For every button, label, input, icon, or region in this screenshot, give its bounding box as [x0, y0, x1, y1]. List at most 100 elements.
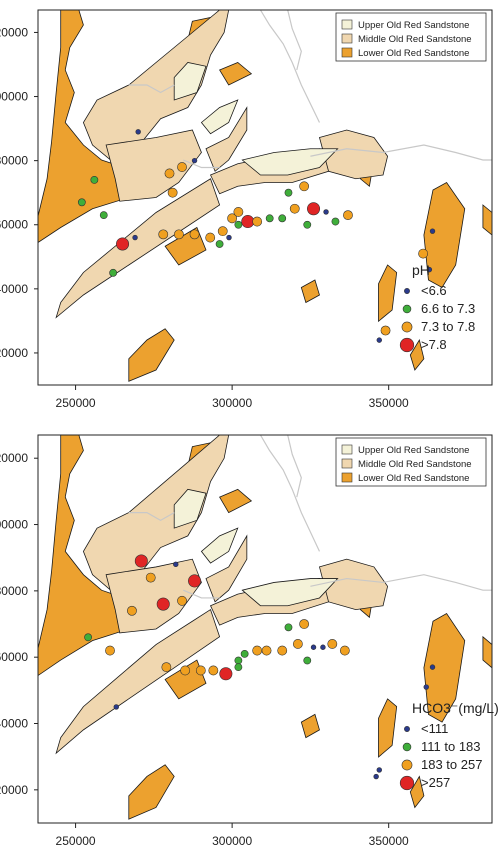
y-tick-label: 920000 [0, 451, 28, 465]
x-tick-label: 350000 [369, 834, 409, 848]
map-geology-layer [38, 10, 492, 382]
hco3-map: 920000 900000 880000 860000 840000 820000 2500… [0, 434, 499, 848]
sample-point [132, 234, 138, 241]
sample-point [261, 645, 272, 656]
lower-old-red-sandstone-polygon [423, 181, 466, 289]
lower-old-red-sandstone-polygon [409, 338, 425, 371]
point-legend-marker [404, 726, 410, 732]
geology-legend-label: Lower Old Red Sandstone [358, 473, 469, 484]
sample-point [331, 217, 340, 226]
y-tick-label: 840000 [0, 282, 28, 296]
coastline [183, 589, 220, 599]
sample-point [167, 187, 178, 198]
geology-legend-swatch [341, 47, 353, 58]
sample-point [252, 216, 263, 227]
sample-point [99, 211, 108, 220]
lower-old-red-sandstone-polygon [128, 764, 175, 820]
geology-legend-label: Lower Old Red Sandstone [358, 48, 469, 59]
y-tick-label: 900000 [0, 518, 28, 532]
sample-point [77, 198, 86, 207]
geology-legend-swatch [341, 458, 353, 469]
point-legend-marker [399, 775, 415, 791]
y-tick-label: 820000 [0, 346, 28, 360]
sample-point [278, 214, 287, 223]
sample-point [303, 220, 312, 229]
point-legend-label: 7.3 to 7.8 [421, 319, 475, 334]
point-legend-marker [401, 321, 413, 333]
sample-point [310, 644, 317, 650]
x-tick-label: 300000 [212, 834, 252, 848]
sample-point [376, 337, 382, 343]
sample-point [376, 767, 382, 773]
point-legend-marker [404, 288, 410, 294]
sample-point [208, 665, 219, 676]
lower-old-red-sandstone-polygon [300, 713, 320, 739]
point-legend-label: >257 [421, 775, 450, 790]
sample-point [134, 554, 148, 568]
y-tick-label: 900000 [0, 90, 28, 104]
sample-point [127, 605, 137, 616]
sample-point [177, 162, 187, 172]
sample-point [423, 684, 429, 690]
y-tick-label: 860000 [0, 650, 28, 664]
sample-point [90, 175, 99, 184]
lower-old-red-sandstone-polygon [378, 264, 398, 323]
sample-point [219, 667, 233, 681]
map-geology-layer [38, 435, 492, 820]
sample-point [234, 656, 243, 665]
sample-point [299, 181, 310, 192]
coastline [310, 574, 492, 591]
sample-point [234, 663, 243, 672]
lower-old-red-sandstone-polygon [219, 488, 253, 514]
lower-old-red-sandstone-polygon [423, 612, 466, 723]
geology-legend-swatch [341, 444, 353, 455]
sample-point [284, 623, 293, 632]
y-tick-label: 840000 [0, 717, 28, 731]
point-legend-label: >7.8 [421, 337, 447, 352]
y-tick-label: 880000 [0, 154, 28, 168]
point-legend-marker [401, 759, 413, 771]
sample-point [289, 203, 300, 214]
sample-point [161, 662, 172, 673]
upper-old-red-sandstone-polygon [200, 99, 239, 135]
lower-old-red-sandstone-polygon [219, 62, 253, 86]
point-legend-label: <6.6 [421, 283, 447, 298]
sample-point [307, 202, 321, 216]
middle-old-red-sandstone-polygon [318, 558, 389, 611]
sample-point [320, 644, 326, 650]
middle-old-red-sandstone-polygon [318, 129, 389, 180]
sample-point [191, 157, 198, 164]
y-tick-label: 860000 [0, 218, 28, 232]
point-legend-label: 183 to 257 [421, 757, 482, 772]
point-legend-title: HCO3⁻(mg/L) [412, 700, 499, 716]
point-legend-label: <111 [421, 721, 448, 736]
lower-old-red-sandstone-polygon [482, 204, 492, 236]
sample-point [215, 240, 224, 248]
sample-point [173, 561, 179, 568]
y-tick-label: 920000 [0, 25, 28, 39]
sample-point [205, 232, 216, 243]
point-legend-title: pH [412, 262, 430, 278]
coastline [128, 511, 175, 522]
sample-point [180, 665, 191, 676]
lower-old-red-sandstone-polygon [378, 698, 398, 758]
sample-point [109, 268, 118, 277]
point-legend: HCO3⁻(mg/L) <111 111 to 183 183 to 257 >257 [399, 700, 499, 791]
upper-old-red-sandstone-polygon [173, 62, 207, 101]
geology-legend-label: Middle Old Red Sandstone [358, 459, 472, 470]
sample-point [227, 213, 238, 224]
geology-legend-label: Middle Old Red Sandstone [358, 34, 472, 45]
sample-point [164, 168, 175, 179]
sample-point [195, 665, 206, 676]
upper-old-red-sandstone-polygon [173, 488, 207, 529]
point-legend-marker [402, 742, 412, 752]
sample-point [284, 188, 293, 197]
y-tick-label: 880000 [0, 584, 28, 598]
middle-old-red-sandstone-polygon [55, 178, 221, 319]
sample-point [188, 574, 202, 588]
sample-point [429, 228, 436, 234]
ph-map: 920000 900000 880000 860000 840000 820000 2500… [0, 9, 493, 410]
sample-point [426, 266, 433, 273]
sample-point [189, 229, 200, 240]
geology-legend-swatch [341, 472, 353, 483]
